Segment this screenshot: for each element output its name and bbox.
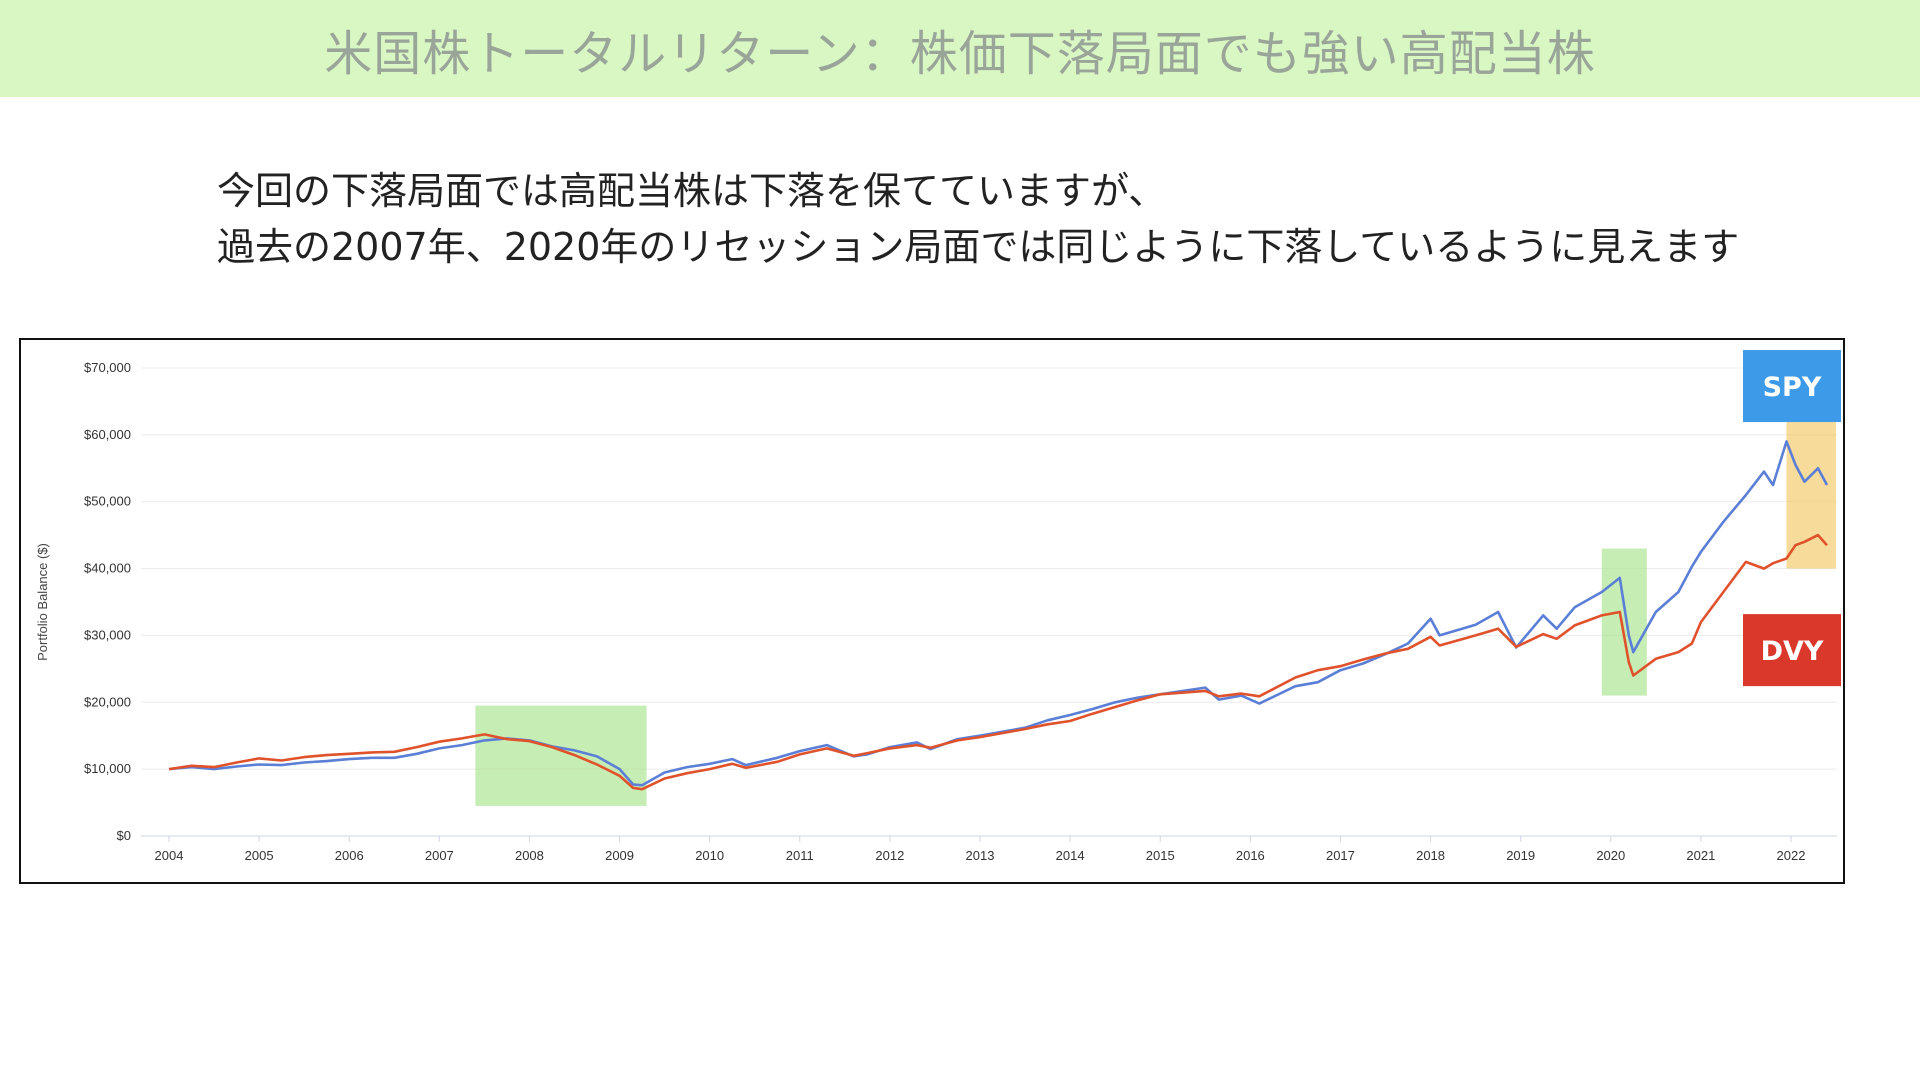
highlight-orange: [1786, 421, 1837, 569]
body-line-2: 過去の2007年、2020年のリセッション局面では同じように下落しているように見…: [217, 225, 1740, 269]
y-tick-label: $20,000: [84, 694, 131, 709]
x-tick-label: 2012: [875, 848, 904, 863]
x-tick-label: 2010: [695, 848, 724, 863]
x-tick-label: 2016: [1236, 848, 1265, 863]
x-tick-label: 2019: [1506, 848, 1535, 863]
y-tick-label: $30,000: [84, 627, 131, 642]
page-title: 米国株トータルリターン：株価下落局面でも強い高配当株: [324, 25, 1596, 82]
x-tick-label: 2014: [1056, 848, 1085, 863]
legend-label-dvy: DVY: [1761, 636, 1824, 667]
body-line-1: 今回の下落局面では高配当株は下落を保てていますが、: [217, 169, 1167, 213]
x-tick-label: 2020: [1596, 848, 1625, 863]
x-tick-label: 2017: [1326, 848, 1355, 863]
y-axis-title: Portfolio Balance ($): [35, 543, 50, 661]
y-tick-label: $50,000: [84, 494, 131, 509]
body-text: 今回の下落局面では高配当株は下落を保てていますが、 過去の2007年、2020年…: [217, 163, 1739, 275]
x-tick-label: 2013: [966, 848, 995, 863]
highlight-green: [475, 705, 647, 806]
x-tick-label: 2021: [1686, 848, 1715, 863]
x-tick-label: 2004: [155, 848, 184, 863]
x-tick-label: 2007: [425, 848, 454, 863]
series-line-spy: [168, 440, 1829, 787]
x-tick-label: 2022: [1777, 848, 1806, 863]
x-tick-label: 2015: [1146, 848, 1175, 863]
highlight-green: [1601, 548, 1647, 696]
y-tick-label: $40,000: [84, 561, 131, 576]
legend-box-dvy: [1743, 614, 1841, 687]
title-bar: 米国株トータルリターン：株価下落局面でも強い高配当株: [0, 0, 1920, 97]
y-tick-label: $60,000: [84, 427, 131, 442]
y-tick-label: $10,000: [84, 761, 131, 776]
y-tick-label: $0: [117, 828, 131, 843]
y-tick-label: $70,000: [84, 360, 131, 375]
x-tick-label: 2005: [245, 848, 274, 863]
legend-box-spy: [1743, 350, 1841, 423]
x-tick-label: 2018: [1416, 848, 1445, 863]
line-chart: $0 $10,000 $20,000 $30,000 $40,000 $50,000 $60…: [35, 350, 1841, 863]
x-tick-label: 2006: [335, 848, 364, 863]
chart-frame: $0 $10,000 $20,000 $30,000 $40,000 $50,000 $60…: [19, 338, 1845, 884]
series-line-dvy: [168, 533, 1828, 791]
x-tick-label: 2008: [515, 848, 544, 863]
x-tick-label: 2011: [786, 848, 814, 863]
x-tick-label: 2009: [605, 848, 634, 863]
legend-label-spy: SPY: [1763, 372, 1822, 403]
